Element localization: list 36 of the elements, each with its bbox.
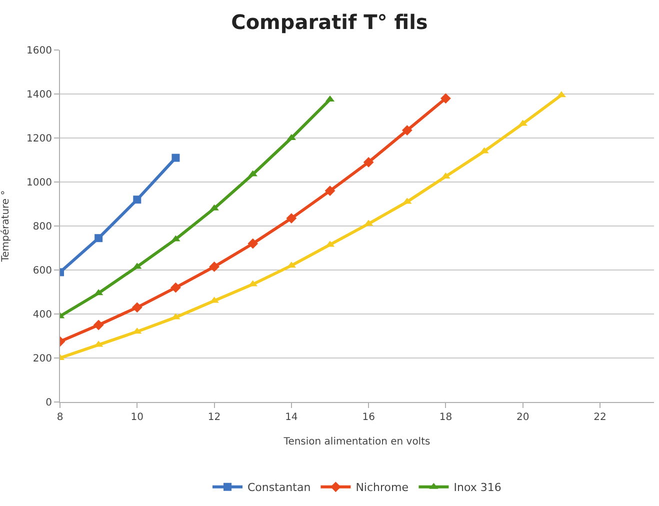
- point: [248, 238, 258, 249]
- y-tick-label: 1400: [26, 90, 52, 100]
- y-tick-label: 800: [32, 222, 52, 232]
- point: [440, 93, 451, 104]
- point: [93, 320, 104, 330]
- y-tick-label: 1200: [26, 134, 52, 144]
- legend-label: Inox 316: [454, 481, 502, 494]
- point: [170, 282, 181, 293]
- point: [172, 154, 180, 162]
- x-tick-label: 8: [56, 412, 64, 423]
- y-tick-label: 200: [32, 354, 52, 364]
- x-tick-label: 20: [516, 412, 530, 423]
- y-tick-label: 1600: [26, 46, 52, 56]
- point: [363, 157, 374, 168]
- chart-title: Comparatif T° fils: [231, 10, 428, 34]
- x-tick-label: 16: [362, 412, 375, 423]
- x-tick-label: 10: [130, 412, 144, 423]
- x-tick-label: 22: [594, 412, 606, 423]
- y-tick-label: 400: [32, 310, 52, 320]
- legend-label: Constantan: [248, 481, 311, 494]
- y-tick-label: 600: [32, 266, 52, 276]
- point: [132, 302, 142, 313]
- y-tick-label: 1000: [26, 178, 52, 188]
- x-axis-title: Tension alimentation en volts: [282, 436, 430, 448]
- point: [94, 234, 103, 242]
- legend-label: Nichrome: [356, 481, 409, 494]
- x-tick-label: 14: [285, 412, 298, 423]
- point: [286, 213, 297, 224]
- y-axis-title: Température °: [0, 190, 12, 263]
- point: [209, 262, 220, 272]
- point: [133, 196, 142, 204]
- x-tick-label: 18: [439, 412, 452, 423]
- point: [324, 186, 336, 196]
- x-tick-label: 12: [208, 412, 221, 423]
- y-tick-label: 0: [46, 398, 52, 408]
- point: [402, 125, 412, 136]
